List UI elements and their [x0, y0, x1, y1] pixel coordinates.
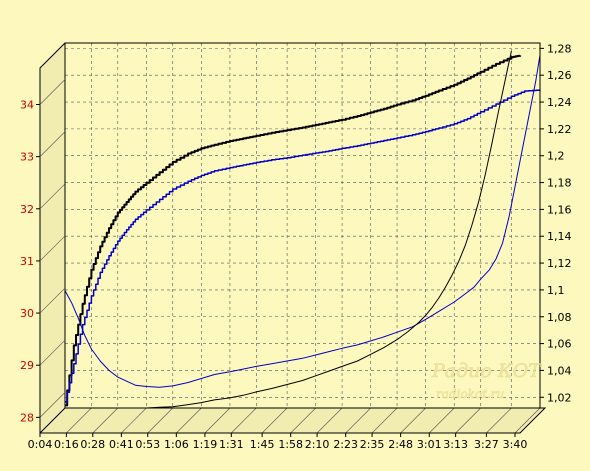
x-tick-label: 1:19 [193, 438, 218, 451]
right-tick-label: 1,14 [547, 230, 572, 243]
x-tick-label: 1:45 [250, 438, 275, 451]
right-tick-label: 1,06 [547, 338, 572, 351]
series-line-2 [65, 89, 541, 403]
x-ticks: 0:04 0:16 0:28 0:41 0:53 1:06 1:19 1:31 1:45 1:58… [28, 433, 528, 451]
floor-gridline [514, 407, 541, 434]
left-tick-label: 31 [20, 255, 34, 268]
left-tick-label: 34 [20, 99, 34, 112]
side-gridline [39, 79, 66, 105]
right-tick-label: 1,04 [547, 364, 572, 377]
x-tick-label: 1:31 [219, 438, 244, 451]
x-tick-label: 2:23 [333, 438, 358, 451]
floor-gridline [121, 407, 147, 434]
x-tick-label: 3:01 [417, 438, 442, 451]
series-line-3 [64, 55, 541, 388]
right-tick-label: 1,18 [547, 177, 572, 190]
horizontal-gridlines [65, 48, 540, 398]
plot-area [65, 43, 540, 408]
right-tick-label: 1,26 [547, 69, 572, 82]
bottom-axis-line [40, 407, 547, 434]
right-tick-label: 1,02 [547, 391, 572, 404]
right-tick-label: 1,2 [547, 150, 565, 163]
watermark: Радио КОТ radiokot.ru [431, 360, 543, 401]
left-tick-label: 30 [20, 307, 34, 320]
floor-gridline [290, 407, 316, 434]
floor-gridline [316, 407, 343, 434]
side-gridline [39, 392, 66, 418]
floor-gridline [66, 407, 92, 434]
left-y-ticks: 28 29 30 31 32 33 34 [20, 79, 66, 424]
right-tick-label: 1,22 [547, 123, 572, 136]
right-tick-label: 1,16 [547, 203, 572, 216]
right-tick-label: 1,12 [547, 257, 572, 270]
floor-gridline [400, 407, 426, 434]
floor-gridline [455, 407, 481, 434]
plot-frame [64, 42, 541, 409]
x-tick-label: 3:13 [443, 438, 468, 451]
x-tick-label: 2:10 [305, 438, 330, 451]
left-tick-label: 29 [20, 359, 34, 372]
x-tick-label: 0:28 [80, 438, 105, 451]
x-tick-label: 0:16 [54, 438, 79, 451]
floor-gridline [92, 407, 118, 434]
x-tick-label: 1:58 [278, 438, 303, 451]
x-tick-label: 1:06 [164, 438, 189, 451]
right-tick-label: 1,24 [547, 96, 572, 109]
right-y-ticks: 1,02 1,04 1,06 1,08 1,1 1,12 1,14 1,16 1,18 1,2 1,… [540, 42, 572, 404]
series-line-1 [65, 54, 522, 407]
side-gridline [39, 235, 66, 262]
x-tick-label: 2:35 [360, 438, 385, 451]
x-tick-label: 3:40 [503, 438, 528, 451]
left-side-panel [40, 43, 65, 433]
x-tick-label: 2:48 [388, 438, 413, 451]
floor-gridline [147, 407, 173, 434]
left-tick-label: 28 [20, 411, 34, 424]
x-tick-label: 0:04 [28, 438, 53, 451]
floor-gridline [371, 407, 398, 434]
side-gridline [39, 287, 66, 314]
left-tick-label: 32 [20, 203, 34, 216]
left-axis-line [39, 42, 66, 433]
watermark-line1: Радио КОТ [431, 360, 542, 382]
right-tick-label: 1,28 [547, 42, 572, 55]
x-tick-label: 0:53 [135, 438, 160, 451]
floor-gridline [486, 407, 512, 434]
floor-gridline [176, 407, 202, 434]
left-tick-label: 33 [20, 151, 34, 164]
x-tick-label: 3:27 [474, 438, 499, 451]
right-tick-label: 1,1 [547, 284, 565, 297]
floor-gridline [204, 407, 231, 434]
side-gridline [39, 131, 66, 157]
side-gridline [39, 183, 66, 209]
right-tick-label: 1,08 [547, 311, 572, 324]
floor-gridline [345, 407, 371, 434]
floor-gridline [429, 407, 455, 434]
side-gridline [39, 340, 66, 366]
floor-gridline [231, 407, 257, 434]
floor-panel [40, 408, 545, 433]
floor-gridline [261, 407, 288, 434]
corner-edge [39, 407, 66, 434]
x-tick-label: 0:41 [109, 438, 134, 451]
watermark-line2: radiokot.ru [436, 387, 504, 401]
